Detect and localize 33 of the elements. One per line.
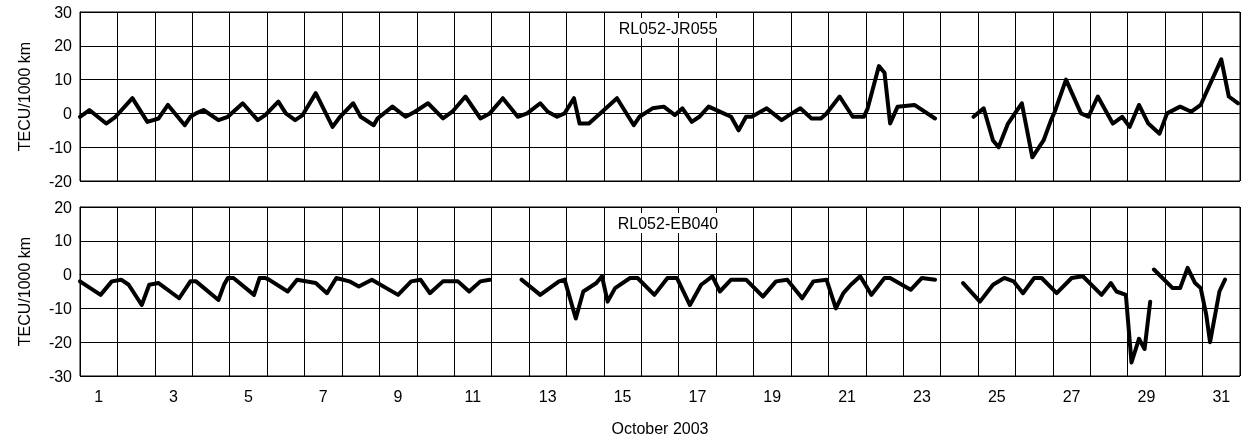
x-tick-label: 15 [613, 387, 632, 405]
x-tick-label: 13 [538, 387, 557, 405]
x-tick-label: 25 [987, 387, 1006, 405]
x-tick-label: 9 [393, 387, 403, 405]
x-tick-label: 3 [169, 387, 179, 405]
y-tick-label: 10 [54, 71, 73, 89]
y-tick-label: 0 [63, 104, 73, 122]
y-tick-label: 0 [63, 266, 73, 284]
x-tick-label: 1 [94, 387, 104, 405]
chart-title: RL052-JR055 [618, 19, 718, 37]
x-tick-label: 17 [688, 387, 707, 405]
chart-title: RL052-EB040 [617, 214, 719, 232]
y-tick-label: 10 [54, 232, 73, 250]
x-tick-label: 11 [464, 387, 482, 405]
y-tick-label: -20 [48, 333, 73, 351]
y-tick-label: -20 [48, 172, 73, 190]
x-tick-label: 5 [243, 387, 253, 405]
y-tick-label: 20 [54, 37, 73, 55]
y-tick-label: -10 [48, 138, 73, 156]
x-tick-label: 31 [1212, 387, 1231, 405]
x-tick-label: 27 [1062, 387, 1081, 405]
y-tick-label: -30 [48, 367, 73, 385]
x-tick-label: 19 [763, 387, 782, 405]
y-tick-label: 30 [54, 3, 73, 21]
x-tick-label: 29 [1137, 387, 1156, 405]
y-axis-title: TECU/1000 km [15, 41, 33, 152]
x-tick-label: 7 [318, 387, 328, 405]
y-axis-title: TECU/1000 km [15, 236, 33, 347]
x-tick-label: 23 [913, 387, 931, 405]
y-tick-label: -10 [48, 299, 73, 317]
x-axis-title: October 2003 [611, 419, 709, 437]
x-tick-label: 21 [838, 387, 857, 405]
y-tick-label: 20 [54, 198, 73, 216]
